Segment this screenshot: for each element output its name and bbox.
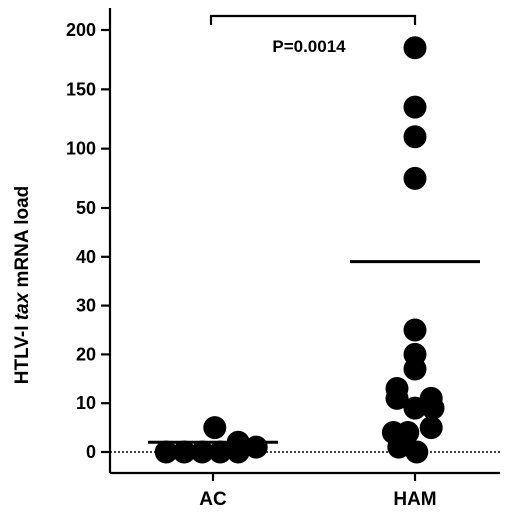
data-point xyxy=(405,440,429,464)
data-point xyxy=(403,396,427,420)
data-point xyxy=(190,440,214,464)
data-point xyxy=(403,357,427,381)
data-point xyxy=(403,318,427,342)
x-tick-label-ham: HAM xyxy=(393,489,436,510)
median-lines xyxy=(148,260,480,444)
y-axis-label-part-3: mRNA load xyxy=(12,186,33,293)
y-tick-label: 150 xyxy=(66,79,96,99)
y-axis-label-italic: tax xyxy=(12,291,33,320)
data-points xyxy=(154,36,445,464)
y-tick-label: 200 xyxy=(66,20,96,40)
y-tick-label: 30 xyxy=(76,296,96,316)
data-point xyxy=(403,36,427,60)
y-axis-label-part-1: HTLV-I xyxy=(12,320,33,384)
axes xyxy=(108,8,500,481)
y-tick-label: 10 xyxy=(76,393,96,413)
data-point xyxy=(203,416,227,440)
y-tick-label: 20 xyxy=(76,344,96,364)
data-point xyxy=(172,440,196,464)
y-ticks: 0 10 20 30 40 50 100 150 200 xyxy=(66,20,110,462)
data-point xyxy=(385,386,409,410)
y-tick-label: 100 xyxy=(66,139,96,159)
data-point xyxy=(419,416,443,440)
data-point xyxy=(403,125,427,149)
data-point xyxy=(403,95,427,119)
significance-bracket xyxy=(209,14,417,25)
y-axis-label: HTLV-I tax mRNA load xyxy=(12,186,33,384)
y-tick-label: 40 xyxy=(76,247,96,267)
data-point xyxy=(208,440,232,464)
y-tick-label: 0 xyxy=(86,442,96,462)
data-point xyxy=(154,440,178,464)
data-point xyxy=(403,166,427,190)
data-point xyxy=(387,435,411,459)
x-tick-label-ac: AC xyxy=(199,489,227,510)
significance-annotation: P=0.0014 xyxy=(209,14,417,56)
data-point xyxy=(421,396,445,420)
x-tick-labels: AC HAM xyxy=(199,489,436,510)
p-value-label: P=0.0014 xyxy=(272,37,346,56)
y-tick-label: 50 xyxy=(76,198,96,218)
